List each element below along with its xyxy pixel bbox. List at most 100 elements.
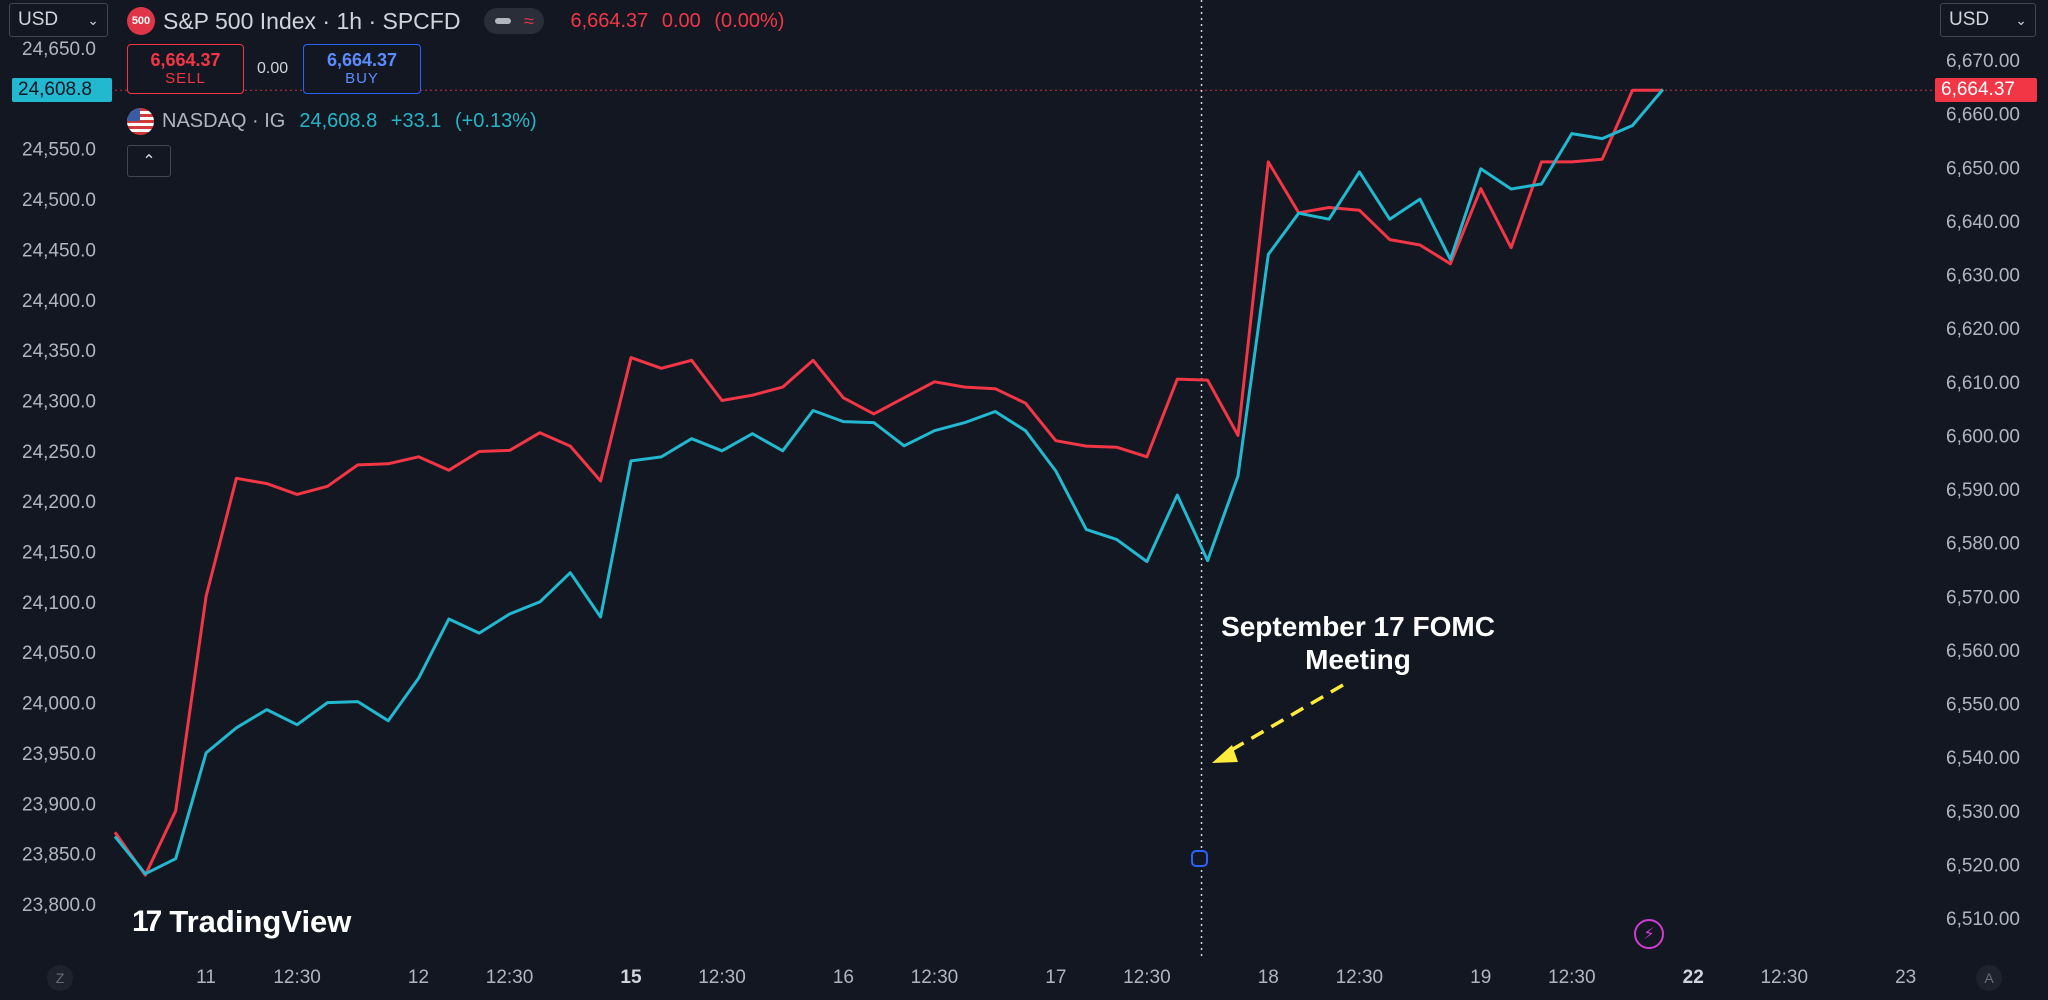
- us-flag-icon: [127, 107, 154, 135]
- right-axis-tick: 6,560.00: [1946, 641, 2020, 662]
- annotation-arrow: [1212, 683, 1344, 763]
- time-axis-tick: 22: [1683, 967, 1704, 988]
- time-axis-tick: 16: [833, 967, 854, 988]
- left-axis-tick: 24,100.0: [22, 593, 96, 614]
- time-axis-tick: 15: [620, 967, 642, 988]
- right-axis-tick: 6,580.00: [1946, 534, 2020, 555]
- price-readout: 6,664.37 0.00 (0.00%): [570, 10, 792, 33]
- time-axis-tick: 12:30: [911, 967, 959, 988]
- time-axis-tick: 11: [196, 967, 216, 988]
- chevron-up-icon: ⌃: [142, 153, 156, 170]
- time-axis-tick: 12:30: [486, 967, 534, 988]
- auto-scale-button[interactable]: A: [1976, 965, 2002, 991]
- symbol-title[interactable]: S&P 500 Index · 1h · SPCFD: [163, 7, 461, 34]
- right-axis-tick: 6,670.00: [1946, 51, 2020, 72]
- right-axis-tick: 6,660.00: [1946, 105, 2020, 126]
- nasdaq-series-line[interactable]: [113, 88, 1665, 876]
- right-axis-tick: 6,650.00: [1946, 158, 2020, 179]
- buy-button[interactable]: 6,664.37 BUY: [303, 44, 421, 94]
- sell-label: SELL: [165, 70, 206, 87]
- legend-toggle-pill[interactable]: ≈: [484, 8, 545, 34]
- right-axis-tick: 6,570.00: [1946, 587, 2020, 608]
- time-axis-tick: 12:30: [273, 967, 321, 988]
- left-axis-tick: 24,300.0: [22, 391, 96, 412]
- right-axis-tick: 6,620.00: [1946, 319, 2020, 340]
- left-axis-tick: 23,850.0: [22, 845, 96, 866]
- left-axis-tick: 24,000.0: [22, 694, 96, 715]
- time-axis-tick: 17: [1045, 967, 1066, 988]
- left-axis-tick: 24,550.0: [22, 140, 96, 161]
- left-price-axis[interactable]: 24,650.0 24,550.0 24,500.0 24,450.0 24,400.0…: [22, 39, 96, 916]
- right-last-price-tag: 6,664.37: [1935, 78, 2037, 102]
- currency-select-left[interactable]: USD ⌄: [9, 3, 108, 37]
- tradingview-mark: 17: [132, 905, 162, 938]
- left-axis-tick: 23,900.0: [22, 794, 96, 815]
- currency-value: USD: [1949, 9, 1990, 30]
- lightning-icon[interactable]: ⚡: [1634, 919, 1664, 949]
- left-axis-tick: 24,350.0: [22, 341, 96, 362]
- time-axis-tick: 12:30: [1336, 967, 1384, 988]
- left-axis-tick: 24,250.0: [22, 442, 96, 463]
- right-axis-tick: 6,520.00: [1946, 855, 2020, 876]
- time-axis[interactable]: 11 12:30 12 12:30 15 12:30 16 12:30 17 12:30 18 12:…: [196, 967, 1916, 988]
- left-axis-tick: 24,450.0: [22, 240, 96, 261]
- sell-button[interactable]: 6,664.37 SELL: [127, 44, 244, 94]
- right-axis-tick: 6,610.00: [1946, 373, 2020, 394]
- minimize-icon: [494, 18, 511, 24]
- time-axis-tick: 12: [408, 967, 429, 988]
- left-axis-tick: 23,800.0: [22, 895, 96, 916]
- left-axis-tick: 24,400.0: [22, 291, 96, 312]
- left-axis-tick: 24,150.0: [22, 543, 96, 564]
- spx-series-line[interactable]: [113, 88, 1663, 877]
- arrow-head: [1212, 745, 1238, 763]
- right-axis-tick: 6,510.00: [1946, 909, 2020, 930]
- time-axis-tick: 19: [1470, 967, 1491, 988]
- right-price-axis[interactable]: 6,670.00 6,660.00 6,650.00 6,640.00 6,630.00…: [1946, 51, 2020, 930]
- symbol-logo-icon: 500: [127, 7, 155, 35]
- wave-icon: ≈: [524, 10, 534, 31]
- event-marker-icon[interactable]: [1191, 850, 1208, 867]
- chevron-down-icon: ⌄: [2015, 12, 2027, 28]
- time-axis-tick: 12:30: [698, 967, 746, 988]
- left-last-price-tag: 24,608.8: [12, 78, 112, 102]
- time-axis-tick: 12:30: [1548, 967, 1596, 988]
- spread-value: 0.00: [257, 60, 289, 77]
- tradingview-logo[interactable]: 17 TradingView: [132, 904, 351, 940]
- compare-change: +33.1: [390, 109, 442, 132]
- left-axis-tick: 24,050.0: [22, 643, 96, 664]
- time-axis-tick: 23: [1895, 967, 1916, 988]
- timezone-button-left[interactable]: Z: [47, 965, 73, 991]
- right-axis-tick: 6,530.00: [1946, 802, 2020, 823]
- time-axis-tick: 12:30: [1760, 967, 1808, 988]
- buy-price: 6,664.37: [326, 50, 398, 70]
- price-change: 0.00: [661, 9, 701, 32]
- buy-label: BUY: [345, 70, 379, 87]
- left-axis-tick: 24,650.0: [22, 39, 96, 60]
- compare-legend: NASDAQ · IG 24,608.8 +33.1 (+0.13%): [127, 106, 545, 136]
- left-axis-tick: 24,500.0: [22, 190, 96, 211]
- right-axis-tick: 6,630.00: [1946, 266, 2020, 287]
- compare-price: 24,608.8: [299, 109, 378, 132]
- currency-select-right[interactable]: USD ⌄: [1940, 3, 2036, 37]
- series-layer: [113, 88, 1665, 877]
- main-legend: 500 S&P 500 Index · 1h · SPCFD ≈ 6,664.3…: [127, 6, 792, 36]
- right-axis-tick: 6,550.00: [1946, 695, 2020, 716]
- time-axis-tick: 12:30: [1123, 967, 1171, 988]
- price-change-pct: (0.00%): [714, 9, 785, 32]
- chevron-down-icon: ⌄: [87, 12, 99, 28]
- compare-price-readout: 24,608.8 +33.1 (+0.13%): [299, 110, 544, 133]
- right-axis-tick: 6,600.00: [1946, 426, 2020, 447]
- last-price: 6,664.37: [570, 9, 649, 32]
- sell-price: 6,664.37: [150, 50, 221, 70]
- right-axis-tick: 6,590.00: [1946, 480, 2020, 501]
- collapse-legend-button[interactable]: ⌃: [127, 145, 171, 177]
- tradingview-wordmark: TradingView: [169, 904, 352, 939]
- compare-symbol-name[interactable]: NASDAQ · IG: [162, 109, 286, 132]
- left-axis-tick: 24,200.0: [22, 492, 96, 513]
- left-axis-tick: 23,950.0: [22, 744, 96, 765]
- annotation-line-1: September 17 FOMC: [1221, 611, 1495, 642]
- fomc-annotation[interactable]: September 17 FOMC Meeting: [1200, 610, 1516, 676]
- annotation-line-2: Meeting: [1305, 644, 1411, 675]
- arrow-shaft: [1227, 683, 1344, 754]
